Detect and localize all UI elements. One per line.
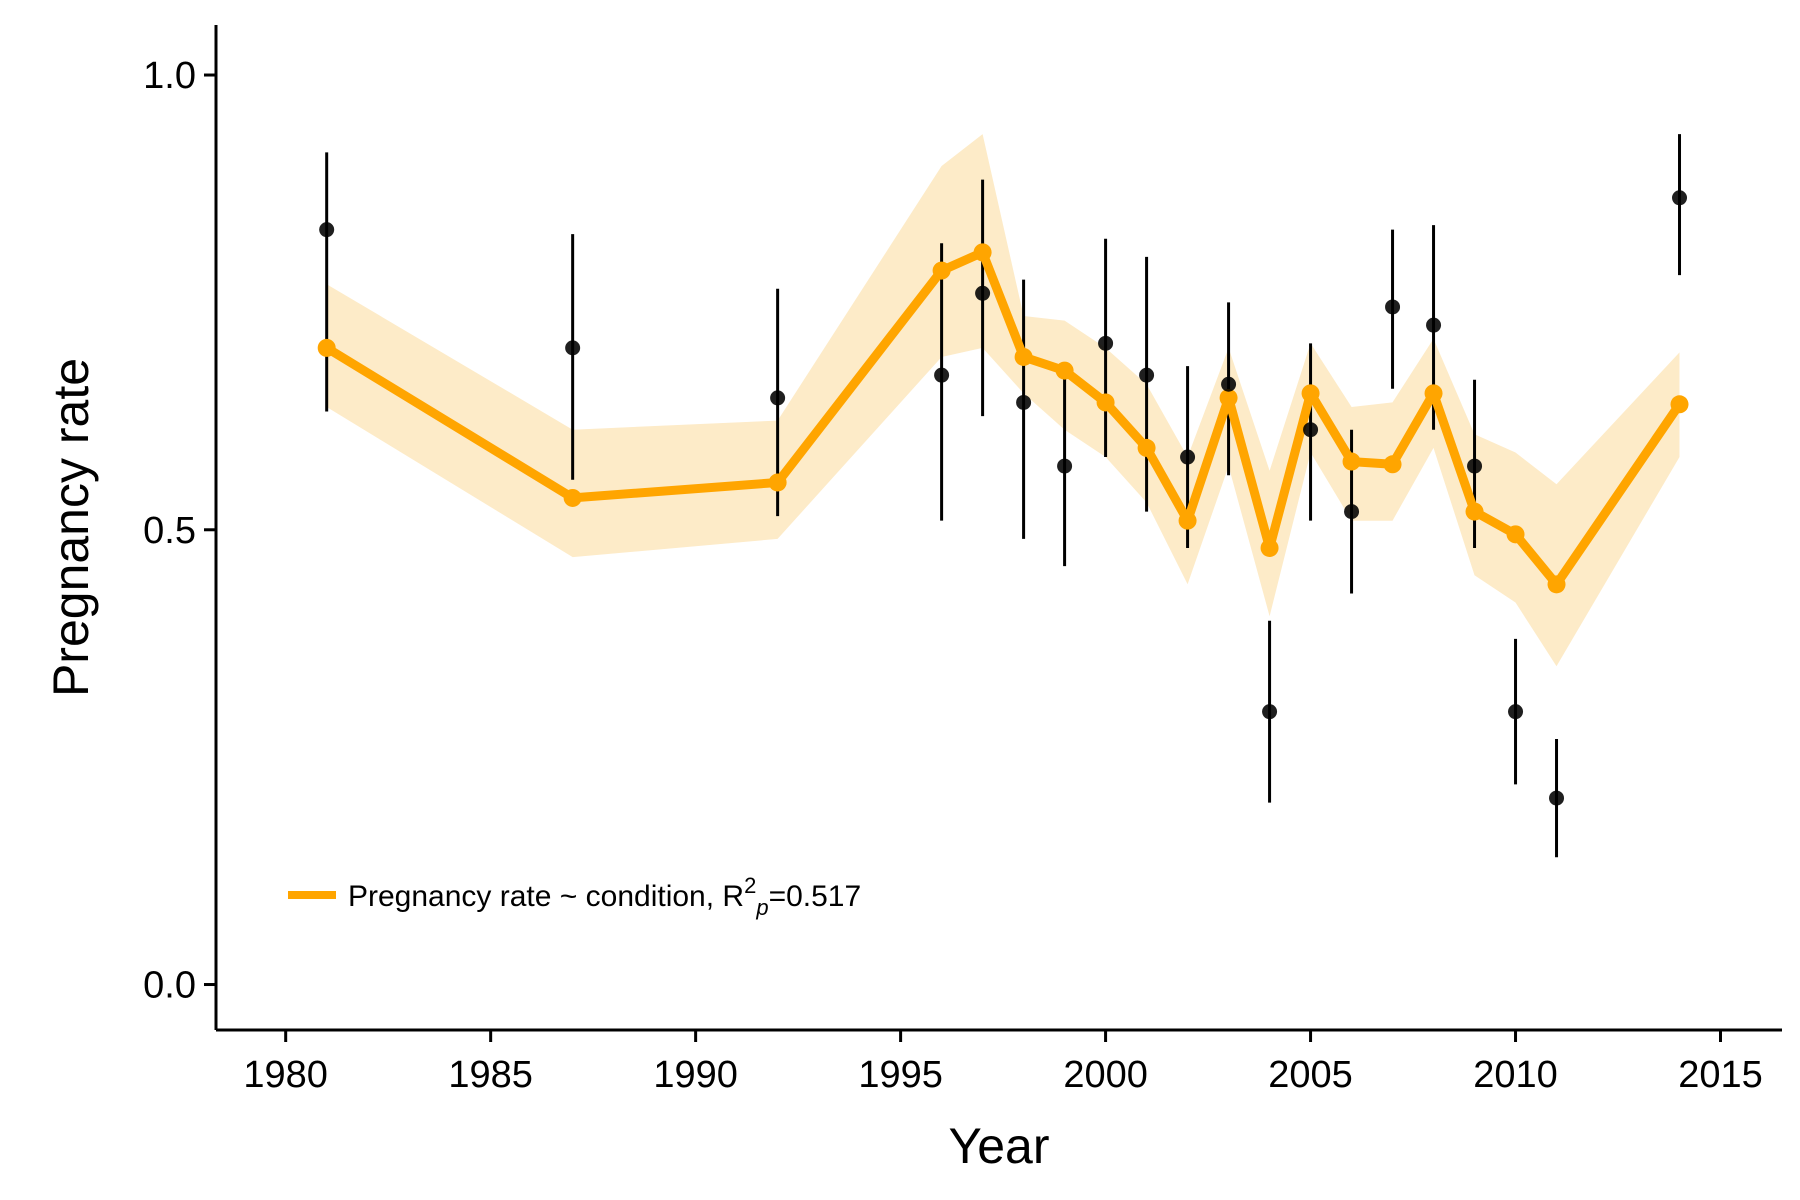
x-axis-title: Year [948,1118,1049,1174]
fitted-point [317,338,336,357]
observed-point [1303,422,1319,438]
fitted-point [1219,388,1238,407]
y-tick-label: 0.0 [143,965,196,1007]
fitted-point [1383,455,1402,474]
observed-point [975,285,991,301]
y-ticks: 0.0 0.5 1.0 [143,55,216,1007]
x-tick-label: 1990 [653,1054,738,1096]
confidence-band [326,134,1680,667]
observed-point [1016,394,1032,410]
fitted-point [1096,393,1115,412]
fitted-point [932,261,951,280]
legend-text-main: Pregnancy rate ~ condition, R [348,880,744,913]
fitted-point [1014,347,1033,366]
x-tick-label: 1995 [858,1054,943,1096]
fitted-point [973,243,992,262]
fitted-point [1547,575,1566,594]
fitted-point [1465,502,1484,521]
observed-point [1385,299,1401,315]
legend-text-superscript: 2 [744,873,756,898]
y-tick-label: 0.5 [143,510,196,552]
x-tick-label: 1980 [243,1054,328,1096]
x-tick-label: 2000 [1063,1054,1148,1096]
observed-point [1221,376,1237,392]
observed-point [934,367,950,383]
fitted-point [1506,525,1525,544]
observed-point [1426,317,1442,333]
legend: Pregnancy rate ~ condition, R2p=0.517 [288,873,861,920]
axes: 1980 1985 1990 1995 2000 2005 2010 2015 0.0 0.5 1… [143,25,1782,1096]
fitted-point [1670,395,1689,414]
x-tick-label: 2015 [1678,1054,1763,1096]
observed-point [1180,449,1196,465]
observed-point [770,390,786,406]
fitted-point [1424,384,1443,403]
fitted-point [1178,511,1197,530]
x-tick-label: 2010 [1473,1054,1558,1096]
confidence-band-layer [326,134,1680,667]
legend-text-value: =0.517 [769,880,862,913]
fitted-point [1137,438,1156,457]
observed-point [1262,704,1278,720]
legend-text-subscript: p [755,895,768,920]
fitted-point [563,488,582,507]
fitted-point [1301,384,1320,403]
observed-point [1508,704,1524,720]
observed-point [1549,790,1565,806]
fitted-line-layer [317,243,1689,594]
x-tick-label: 2005 [1268,1054,1353,1096]
observed-point [1467,458,1483,474]
observed-point [1344,504,1360,520]
legend-label: Pregnancy rate ~ condition, R2p=0.517 [348,873,861,920]
x-tick-label: 1985 [448,1054,533,1096]
observed-point [1672,190,1688,206]
observed-point [1098,335,1114,351]
observed-point [1139,367,1155,383]
observed-point [319,222,335,238]
x-ticks: 1980 1985 1990 1995 2000 2005 2010 2015 [243,1030,1763,1096]
fitted-point [1055,361,1074,380]
y-axis-title: Pregnancy rate [43,358,99,697]
fitted-point [1260,538,1279,557]
fitted-point [1342,452,1361,471]
y-tick-label: 1.0 [143,55,196,97]
observed-points-layer [319,190,1688,806]
observed-point [565,340,581,356]
fitted-point [768,473,787,492]
observed-point [1057,458,1073,474]
